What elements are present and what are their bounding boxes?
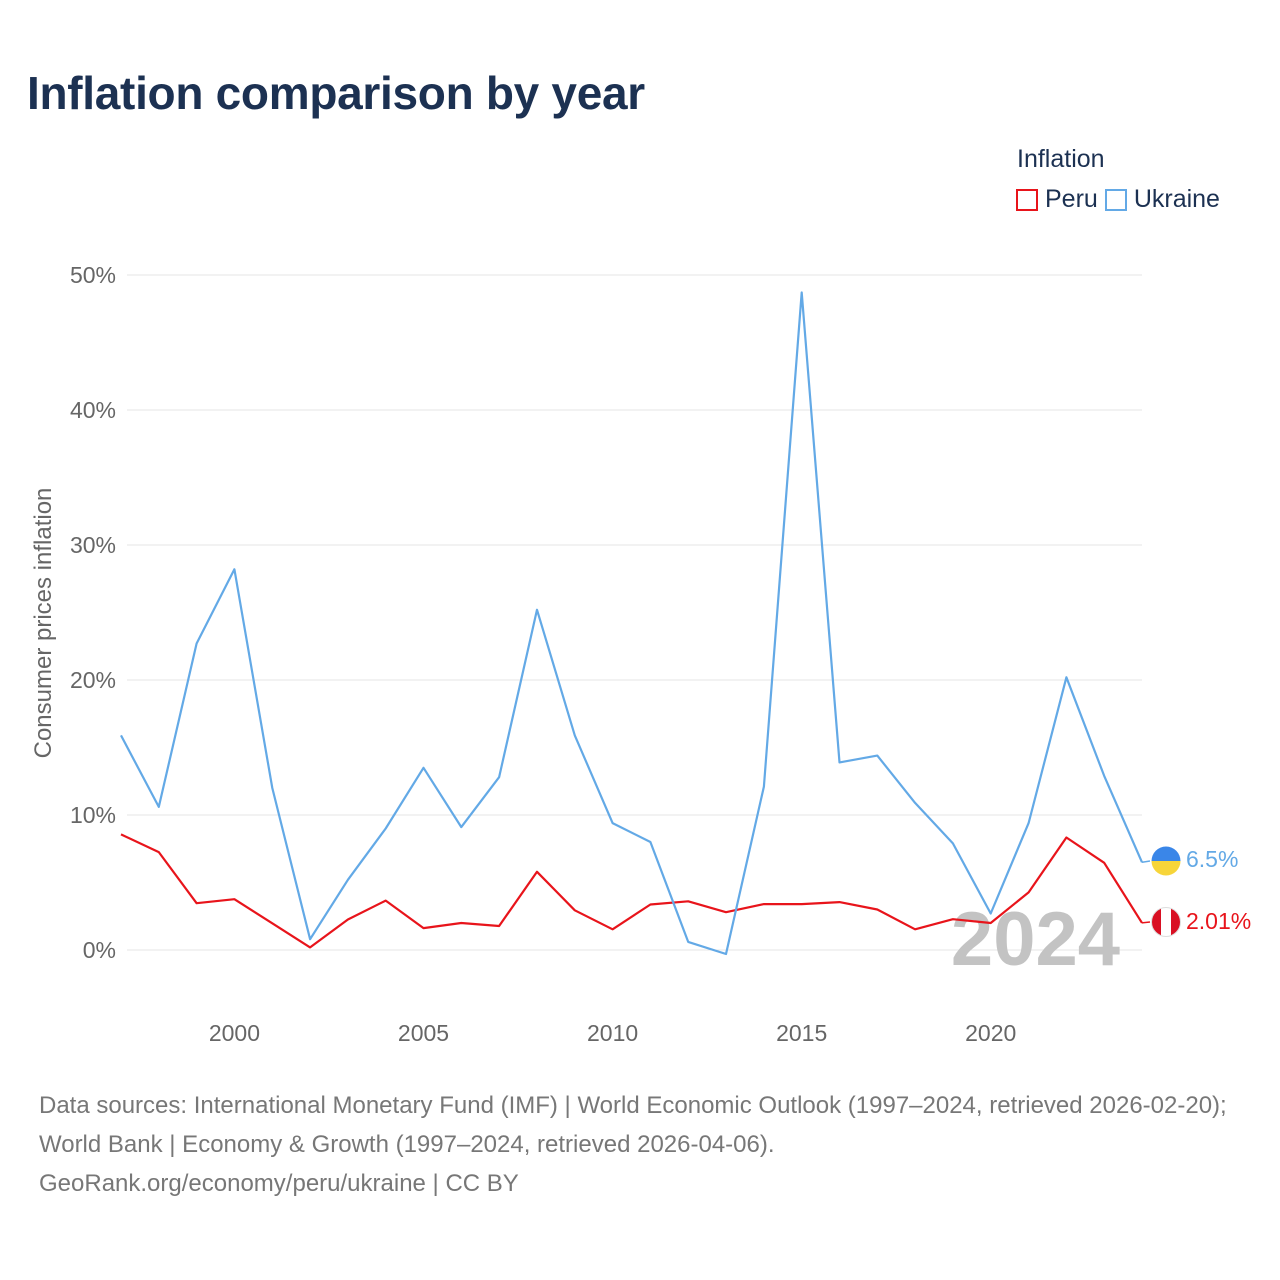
y-tick-label: 50%: [70, 262, 116, 288]
legend-item-peru[interactable]: Peru: [1016, 185, 1098, 214]
ukraine-flag-icon: [1151, 846, 1181, 876]
x-tick-label: 2005: [398, 1020, 449, 1046]
legend-swatch-peru: [1016, 188, 1038, 211]
legend-title: Inflation: [1017, 145, 1105, 173]
y-tick-label: 10%: [70, 802, 116, 828]
x-tick-label: 2020: [965, 1020, 1016, 1046]
legend-item-ukraine[interactable]: Ukraine: [1104, 185, 1220, 214]
series-line-peru[interactable]: [120, 833, 1143, 949]
end-connector-peru: [1141, 921, 1151, 924]
source-text: Data sources: International Monetary Fun…: [39, 1092, 1227, 1158]
ukraine-end-label: 6.5%: [1186, 846, 1238, 872]
current-year-watermark: 2024: [951, 897, 1120, 982]
x-tick-label: 2000: [209, 1020, 260, 1046]
legend-label-ukraine: Ukraine: [1133, 185, 1220, 213]
legend-swatch-ukraine: [1104, 188, 1127, 211]
peru-flag-icon: [1151, 907, 1181, 937]
data-sources: Data sources: International Monetary Fun…: [39, 1086, 1249, 1203]
page-title: Inflation comparison by year: [27, 67, 645, 119]
y-tick-label: 40%: [70, 397, 116, 423]
x-tick-label: 2010: [587, 1020, 638, 1046]
y-tick-label: 0%: [83, 937, 116, 963]
x-tick-label: 2015: [776, 1020, 827, 1046]
y-axis-label: Consumer prices inflation: [30, 488, 57, 759]
end-connector-ukraine: [1141, 860, 1151, 863]
legend: Peru Ukraine: [1016, 185, 1227, 214]
source-link[interactable]: GeoRank.org/economy/peru/ukraine | CC BY: [39, 1170, 519, 1197]
line-chart: Consumer prices inflation 0% 10% 20% 30% 40%…: [30, 262, 1251, 1046]
y-tick-label: 30%: [70, 532, 116, 558]
series-line-ukraine[interactable]: [120, 291, 1144, 956]
y-tick-label: 20%: [70, 667, 116, 693]
peru-end-label: 2.01%: [1186, 908, 1251, 934]
legend-label-peru: Peru: [1045, 185, 1098, 213]
